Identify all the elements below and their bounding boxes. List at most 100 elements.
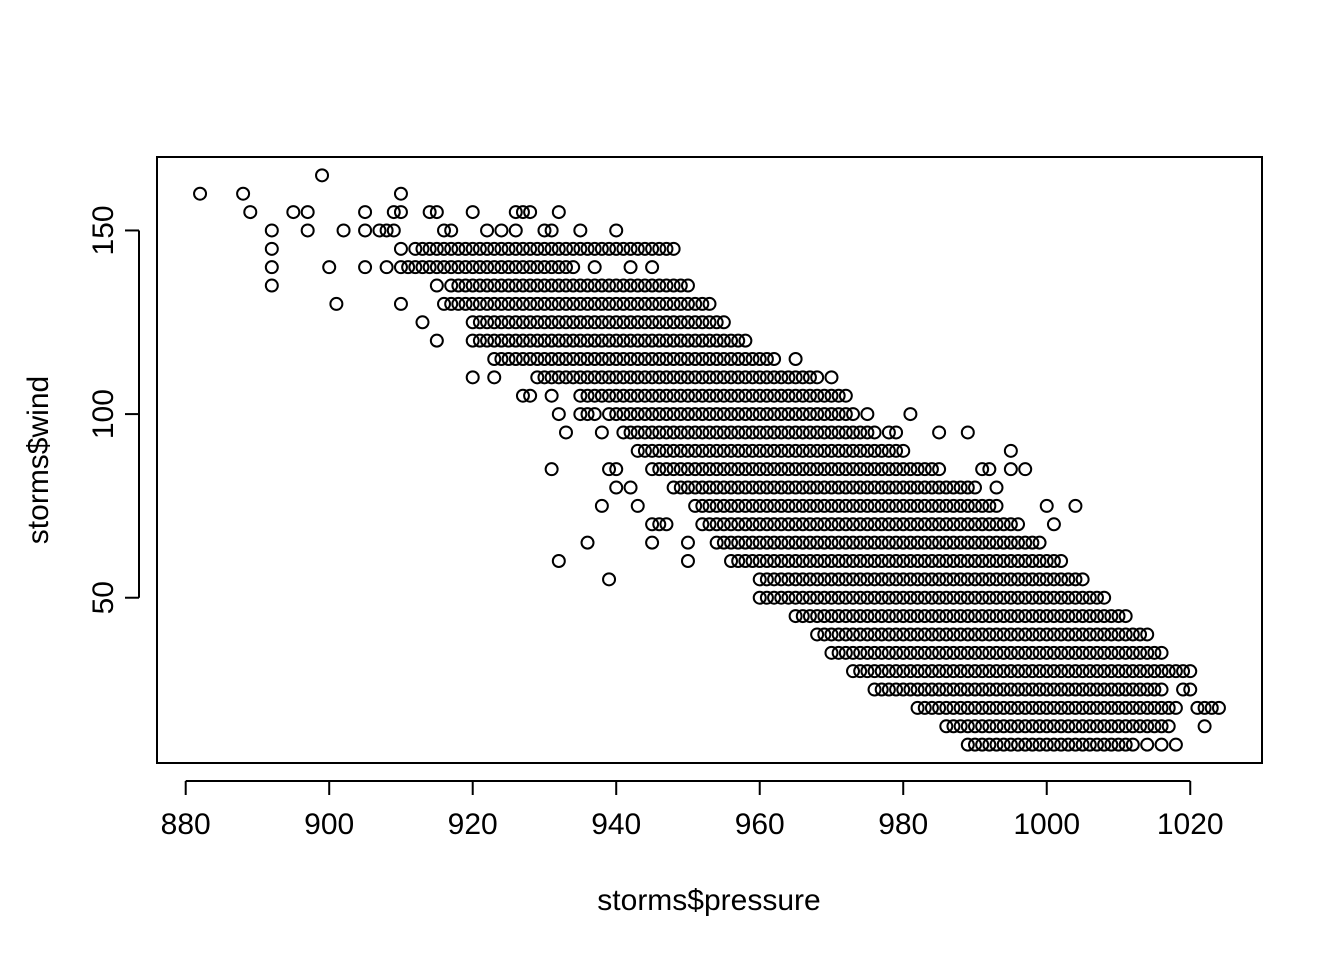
data-point <box>975 719 990 734</box>
data-point <box>738 407 753 422</box>
data-point <box>767 517 782 532</box>
data-point <box>652 333 667 348</box>
data-point <box>623 370 638 385</box>
data-point <box>781 462 796 477</box>
data-point <box>939 719 954 734</box>
data-point <box>910 554 925 568</box>
data-point <box>444 296 459 311</box>
data-point <box>853 554 868 568</box>
data-point <box>1211 700 1226 715</box>
data-point <box>738 425 753 440</box>
data-point <box>960 609 975 624</box>
data-point <box>1046 590 1061 605</box>
data-point <box>1061 590 1076 605</box>
data-point <box>896 462 911 477</box>
data-point <box>1046 572 1061 587</box>
data-point <box>1154 719 1169 734</box>
data-point <box>795 462 810 477</box>
data-point <box>673 480 688 495</box>
data-point <box>953 535 968 550</box>
data-point <box>1054 737 1069 752</box>
data-point <box>408 241 423 256</box>
data-point <box>967 590 982 605</box>
data-point <box>630 278 645 293</box>
data-point <box>967 627 982 642</box>
data-point <box>989 535 1004 550</box>
data-point <box>530 241 545 256</box>
data-point <box>982 719 997 734</box>
data-point <box>630 370 645 385</box>
data-point <box>1039 609 1054 624</box>
data-point <box>688 407 703 422</box>
data-point <box>996 609 1011 624</box>
data-point <box>1161 719 1176 734</box>
data-point <box>910 462 925 477</box>
data-point <box>802 407 817 422</box>
x-tick-label: 1000 <box>1013 808 1080 841</box>
data-point <box>1011 609 1026 624</box>
data-point <box>1104 700 1119 715</box>
data-point <box>745 425 760 440</box>
data-point <box>759 388 774 403</box>
data-point <box>975 682 990 697</box>
data-point <box>932 462 947 477</box>
data-point <box>767 462 782 477</box>
data-point <box>501 352 516 366</box>
data-point <box>896 517 911 532</box>
data-point <box>501 315 516 330</box>
data-point <box>996 682 1011 697</box>
data-point <box>917 609 932 624</box>
data-point <box>874 462 889 477</box>
data-point <box>537 241 552 256</box>
data-point <box>437 296 452 311</box>
data-point <box>910 609 925 624</box>
data-point <box>846 554 861 568</box>
data-point <box>487 278 502 293</box>
data-point <box>1032 554 1047 568</box>
data-point <box>659 296 674 311</box>
data-point <box>967 517 982 532</box>
data-point <box>853 535 868 550</box>
data-point <box>551 296 566 311</box>
data-point <box>824 498 839 513</box>
data-point <box>889 462 904 477</box>
data-point <box>508 223 523 238</box>
data-point <box>846 480 861 495</box>
data-point <box>1054 627 1069 642</box>
data-point <box>666 407 681 422</box>
data-point <box>1025 737 1040 752</box>
data-point <box>1176 682 1191 697</box>
data-point <box>932 554 947 568</box>
data-point <box>946 480 961 495</box>
data-point <box>1118 737 1133 752</box>
data-point <box>831 443 846 458</box>
data-point <box>960 590 975 605</box>
data-point <box>745 462 760 477</box>
data-point <box>939 700 954 715</box>
data-point <box>487 352 502 366</box>
data-point <box>1039 664 1054 679</box>
data-point <box>946 517 961 532</box>
data-point <box>946 590 961 605</box>
data-point <box>759 480 774 495</box>
data-point <box>1104 609 1119 624</box>
data-point <box>831 498 846 513</box>
data-point <box>838 407 853 422</box>
data-point <box>472 260 487 275</box>
data-point <box>602 352 617 366</box>
data-point <box>1018 462 1033 477</box>
data-point <box>752 480 767 495</box>
data-point <box>645 443 660 458</box>
data-point <box>960 682 975 697</box>
data-point <box>594 333 609 348</box>
data-point <box>630 407 645 422</box>
data-point <box>472 296 487 311</box>
data-point <box>688 443 703 458</box>
data-point <box>1082 719 1097 734</box>
data-point <box>731 425 746 440</box>
data-point <box>1046 517 1061 532</box>
data-point <box>530 315 545 330</box>
data-point <box>738 554 753 568</box>
data-point <box>551 554 566 568</box>
data-point <box>838 627 853 642</box>
